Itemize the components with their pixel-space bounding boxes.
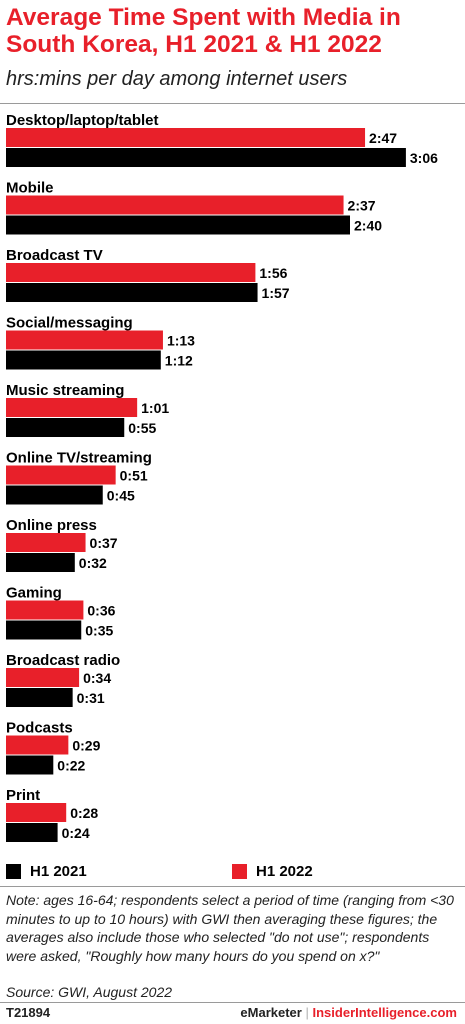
category-label-broadcast-radio: Broadcast radio	[6, 652, 120, 669]
insider-intelligence-brand: InsiderIntelligence.com	[312, 1005, 458, 1020]
bar-h1-2022-mobile	[6, 195, 344, 215]
bar-h1-2021-gaming	[6, 620, 82, 640]
value-label-h1-2021-podcasts: 0:22	[57, 758, 85, 774]
legend-swatch-h1-2021	[6, 863, 21, 879]
category-label-broadcast-tv: Broadcast TV	[6, 247, 103, 264]
value-label-h1-2022-music-streaming: 1:01	[141, 400, 169, 416]
legend-item-h1-2022: H1 2022	[232, 860, 313, 882]
chart-note: Note: ages 16-64; respondents select a p…	[6, 892, 454, 964]
bar-h1-2021-broadcast-tv	[6, 283, 258, 302]
value-label-h1-2022-mobile: 2:37	[348, 198, 376, 214]
legend-swatch-h1-2022	[232, 863, 247, 879]
chart-id: T21894	[6, 1005, 51, 1020]
value-label-h1-2021-broadcast-tv: 1:57	[262, 285, 290, 301]
legend-item-h1-2021: H1 2021	[6, 860, 87, 882]
bar-h1-2022-print	[6, 803, 67, 822]
bar-h1-2022-podcasts	[6, 735, 69, 755]
bar-h1-2021-online-tv-streaming	[6, 485, 103, 505]
value-label-h1-2022-broadcast-radio: 0:34	[83, 670, 111, 686]
bar-h1-2022-online-press	[6, 533, 86, 552]
brand-separator: |	[305, 1005, 309, 1020]
category-label-mobile: Mobile	[6, 180, 54, 197]
value-label-h1-2021-broadcast-radio: 0:31	[77, 690, 105, 706]
value-label-h1-2022-print: 0:28	[70, 805, 98, 821]
footer-divider	[0, 886, 465, 887]
bar-h1-2022-desktop-laptop-tablet	[6, 128, 366, 147]
bar-h1-2021-online-press	[6, 553, 75, 572]
value-label-h1-2021-online-tv-streaming: 0:45	[107, 488, 135, 504]
bar-h1-2021-print	[6, 823, 58, 842]
bar-h1-2022-music-streaming	[6, 398, 138, 417]
bar-h1-2021-mobile	[6, 215, 350, 235]
bar-h1-2021-broadcast-radio	[6, 688, 73, 707]
bar-chart: Desktop/laptop/tablet 2:47 3:06 Mobile 2:37 2…	[6, 112, 438, 842]
brand-footer: eMarketer | InsiderIntelligence.com	[240, 1005, 457, 1020]
value-label-h1-2022-online-press: 0:37	[90, 535, 118, 551]
value-label-h1-2021-print: 0:24	[62, 825, 90, 841]
bar-h1-2021-podcasts	[6, 755, 54, 775]
value-label-h1-2022-online-tv-streaming: 0:51	[120, 468, 148, 484]
value-label-h1-2022-desktop-laptop-tablet: 2:47	[369, 130, 397, 146]
value-label-h1-2022-social-messaging: 1:13	[167, 333, 195, 349]
value-label-h1-2021-online-press: 0:32	[79, 555, 107, 571]
header-divider	[0, 103, 465, 104]
bar-h1-2022-broadcast-radio	[6, 668, 80, 687]
category-label-social-messaging: Social/messaging	[6, 315, 133, 332]
bar-h1-2021-music-streaming	[6, 418, 125, 437]
category-label-online-tv-streaming: Online TV/streaming	[6, 450, 152, 467]
bar-h1-2021-social-messaging	[6, 350, 161, 370]
chart-source: Source: GWI, August 2022	[6, 984, 173, 1000]
emarketer-brand: eMarketer	[240, 1005, 302, 1020]
value-label-h1-2022-podcasts: 0:29	[72, 738, 100, 754]
category-label-music-streaming: Music streaming	[6, 382, 124, 399]
chart-subtitle: hrs:mins per day among internet users	[6, 68, 348, 90]
value-label-h1-2021-mobile: 2:40	[354, 218, 382, 234]
value-label-h1-2021-desktop-laptop-tablet: 3:06	[410, 150, 438, 166]
category-label-gaming: Gaming	[6, 585, 62, 602]
value-label-h1-2021-social-messaging: 1:12	[165, 353, 193, 369]
bar-h1-2021-desktop-laptop-tablet	[6, 148, 406, 167]
value-label-h1-2021-gaming: 0:35	[85, 623, 113, 639]
legend-label-h1-2022: H1 2022	[256, 862, 313, 880]
bar-h1-2022-gaming	[6, 600, 84, 620]
bar-h1-2022-social-messaging	[6, 330, 163, 350]
bottom-divider	[0, 1002, 465, 1003]
bar-h1-2022-online-tv-streaming	[6, 465, 116, 485]
bar-h1-2022-broadcast-tv	[6, 263, 256, 282]
value-label-h1-2022-gaming: 0:36	[87, 603, 115, 619]
category-label-print: Print	[6, 787, 40, 804]
chart-title: Average Time Spent with Media in South K…	[6, 4, 401, 58]
value-label-h1-2021-music-streaming: 0:55	[128, 420, 156, 436]
category-label-online-press: Online press	[6, 517, 97, 534]
category-label-podcasts: Podcasts	[6, 720, 73, 737]
category-label-desktop-laptop-tablet: Desktop/laptop/tablet	[6, 112, 159, 129]
legend-label-h1-2021: H1 2021	[30, 862, 87, 880]
value-label-h1-2022-broadcast-tv: 1:56	[259, 265, 287, 281]
